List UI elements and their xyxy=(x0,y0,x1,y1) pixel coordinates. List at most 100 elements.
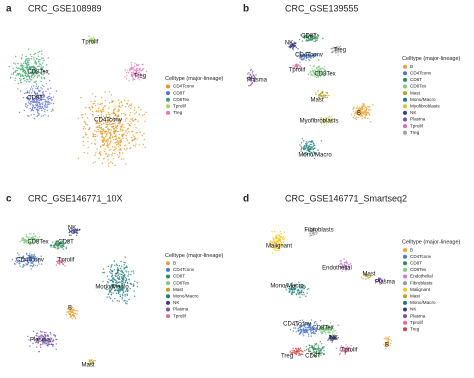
cell-dot xyxy=(40,334,42,336)
cell-dot xyxy=(319,350,321,352)
cell-dot xyxy=(336,46,338,48)
cell-dot xyxy=(24,66,27,69)
cell-dot xyxy=(334,329,337,332)
cell-dot xyxy=(299,67,301,69)
cell-dot xyxy=(134,280,136,282)
cell-dot xyxy=(120,270,122,272)
cell-dot xyxy=(107,293,110,295)
cell-dot xyxy=(45,90,47,93)
legend-label: CD8T xyxy=(173,274,185,279)
cell-dot xyxy=(16,73,19,75)
cell-dot xyxy=(354,112,356,115)
cell-dot xyxy=(103,129,105,132)
cell-dot xyxy=(303,329,305,331)
cell-dot xyxy=(309,143,311,146)
cell-dot xyxy=(92,113,94,116)
cell-dot xyxy=(299,293,301,295)
legend-label: NK xyxy=(173,300,180,305)
cell-dot xyxy=(37,112,39,114)
cell-dot xyxy=(305,153,307,155)
cell-dot xyxy=(132,71,134,73)
cell-dot xyxy=(322,37,324,40)
cell-dot xyxy=(340,51,342,54)
cell-dot xyxy=(31,262,33,264)
cell-dot xyxy=(297,293,300,295)
cell-dot xyxy=(115,144,118,146)
cell-dot xyxy=(144,120,146,122)
cell-dot xyxy=(122,137,124,140)
cell-dot xyxy=(58,264,61,266)
cell-dot xyxy=(121,270,124,272)
cell-dot xyxy=(133,272,135,274)
cell-dot xyxy=(65,246,67,248)
cell-dot xyxy=(126,139,129,141)
cell-dot xyxy=(43,105,46,107)
cell-dot xyxy=(30,242,32,245)
cell-dot xyxy=(274,230,276,232)
cell-dot xyxy=(83,121,86,123)
cell-dot xyxy=(14,71,16,73)
cell-dot xyxy=(137,120,139,123)
cell-dot xyxy=(250,77,252,80)
cell-dot xyxy=(83,126,86,128)
cell-dot xyxy=(29,96,32,98)
cell-dot xyxy=(26,64,28,66)
cell-dot xyxy=(300,147,303,149)
cell-dot xyxy=(299,52,301,54)
cell-dot xyxy=(125,149,127,151)
cell-dot xyxy=(37,96,39,99)
cell-dot xyxy=(55,343,58,345)
cell-dot xyxy=(32,74,34,76)
cell-dot xyxy=(38,90,40,92)
cell-dot xyxy=(46,64,48,66)
cell-dot xyxy=(307,141,309,143)
legend-label: Mono/Macro xyxy=(410,300,436,305)
cell-dot xyxy=(125,129,127,132)
cell-dot xyxy=(108,132,110,135)
cell-dot xyxy=(90,37,93,39)
cell-dot xyxy=(130,68,132,71)
cell-dot xyxy=(133,295,136,297)
cell-dot xyxy=(44,103,47,106)
cell-dot xyxy=(37,51,39,53)
cell-dot xyxy=(94,143,96,145)
cell-dot xyxy=(42,74,44,76)
cell-dot xyxy=(313,72,315,75)
legend-label: Myofibroblasts xyxy=(410,104,440,109)
cell-dot xyxy=(16,69,19,72)
legend-label: CD4Tconv xyxy=(410,254,432,259)
cell-dot xyxy=(31,237,33,239)
cell-dot xyxy=(89,40,92,42)
cell-dot xyxy=(55,338,57,341)
cell-dot xyxy=(111,273,113,275)
cell-dot xyxy=(133,70,135,72)
cell-dot xyxy=(57,261,59,264)
cell-dot xyxy=(33,241,35,243)
cell-dot xyxy=(309,64,311,67)
legend-swatch xyxy=(166,274,170,279)
cell-dot xyxy=(320,348,322,350)
legend-swatch xyxy=(166,314,170,319)
cell-dot xyxy=(91,142,93,144)
cell-dot xyxy=(314,75,316,78)
cell-dot xyxy=(44,114,46,116)
cell-dot xyxy=(27,97,29,99)
cell-dot xyxy=(365,108,368,111)
cell-dot xyxy=(311,38,314,41)
cell-dot xyxy=(321,348,323,350)
cluster-label: Tprolif xyxy=(82,40,99,46)
cell-dot xyxy=(115,134,117,136)
cell-dot xyxy=(19,80,22,82)
cell-dot xyxy=(388,335,390,338)
cell-dot xyxy=(300,290,302,292)
cell-dot xyxy=(119,267,122,270)
cell-dot xyxy=(28,233,31,235)
cell-dot xyxy=(36,71,38,73)
cell-dot xyxy=(24,105,27,107)
cell-dot xyxy=(137,71,140,74)
cell-dot xyxy=(18,260,21,262)
cell-dot xyxy=(142,143,145,146)
cell-dot xyxy=(251,75,253,78)
cell-dot xyxy=(145,111,147,114)
cell-dot xyxy=(120,261,122,263)
